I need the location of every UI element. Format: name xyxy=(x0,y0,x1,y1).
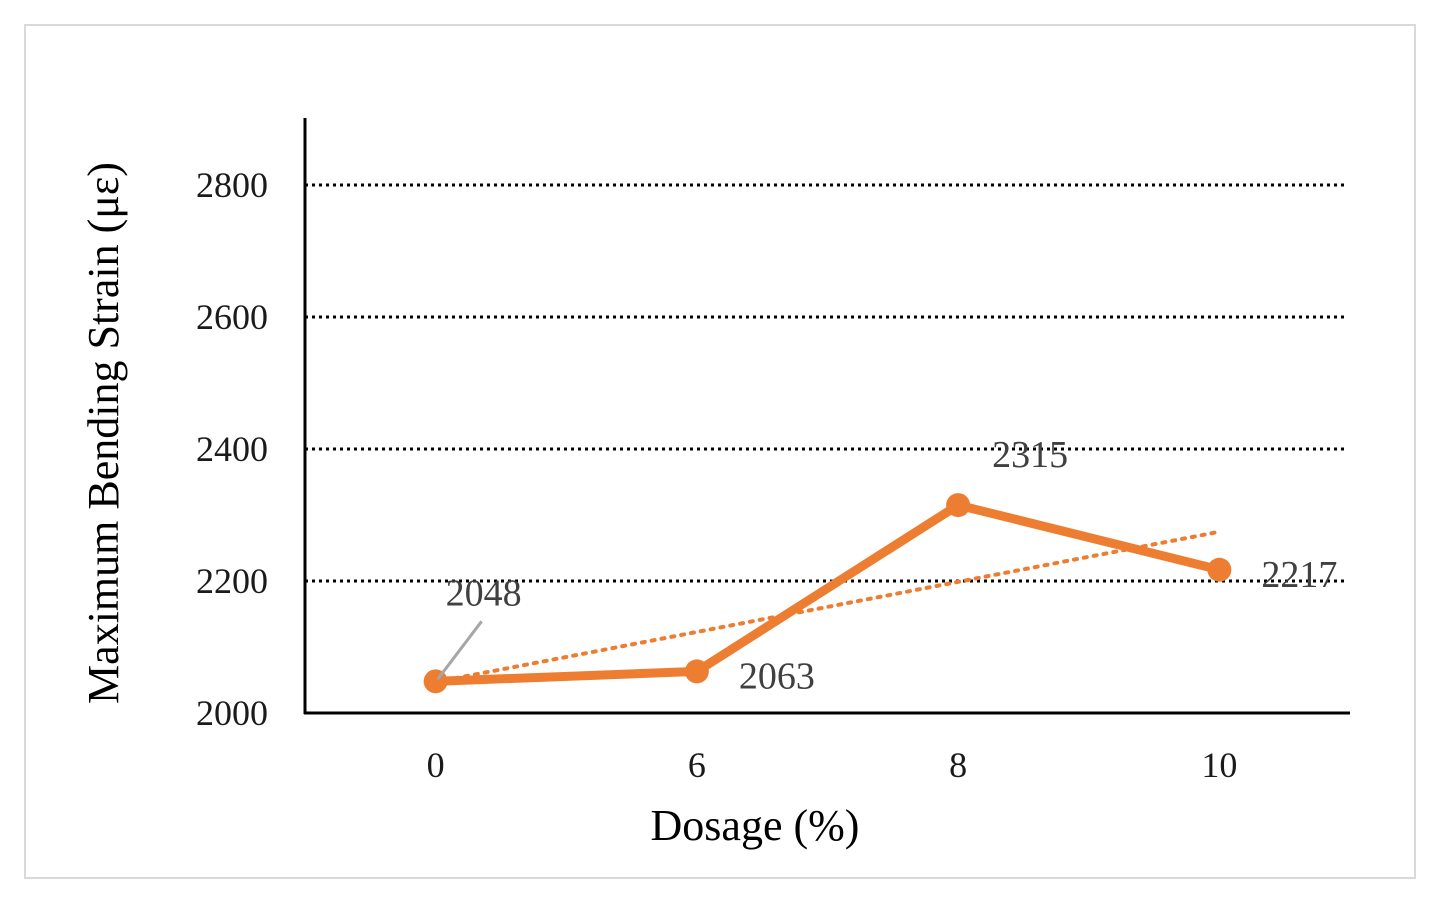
y-tick-label-2400: 2400 xyxy=(196,429,268,469)
y-tick-label-2200: 2200 xyxy=(196,561,268,601)
x-tick-label-8: 8 xyxy=(949,745,967,785)
x-tick-label-10: 10 xyxy=(1201,745,1237,785)
data-label-8: 2315 xyxy=(992,434,1068,476)
data-label-0: 2048 xyxy=(446,572,522,614)
x-tick-label-0: 0 xyxy=(427,745,445,785)
y-tick-label-2800: 2800 xyxy=(196,165,268,205)
tick-labels: 2000 2200 2400 2600 2800 0 6 8 10 xyxy=(196,165,1237,785)
leader-line-0 xyxy=(436,620,483,681)
data-point-10 xyxy=(1207,557,1232,582)
y-tick-label-2600: 2600 xyxy=(196,297,268,337)
data-label-10: 2217 xyxy=(1261,554,1337,596)
x-tick-label-6: 6 xyxy=(688,745,706,785)
series-group xyxy=(423,493,1232,694)
data-label-6: 2063 xyxy=(739,655,815,697)
y-axis-title: Maximum Bending Strain (με) xyxy=(79,162,128,704)
data-point-6 xyxy=(684,659,709,684)
chart-frame xyxy=(24,24,1416,879)
data-labels: 2048 2063 2315 2217 xyxy=(436,434,1337,697)
trendline-group xyxy=(433,529,1222,685)
x-axis-title: Dosage (%) xyxy=(651,801,860,850)
data-point-8 xyxy=(946,493,971,518)
trendline xyxy=(433,529,1222,685)
series-line xyxy=(431,500,1224,686)
axes xyxy=(303,118,1350,715)
y-tick-label-2000: 2000 xyxy=(196,693,268,733)
grid-lines xyxy=(305,183,1348,583)
